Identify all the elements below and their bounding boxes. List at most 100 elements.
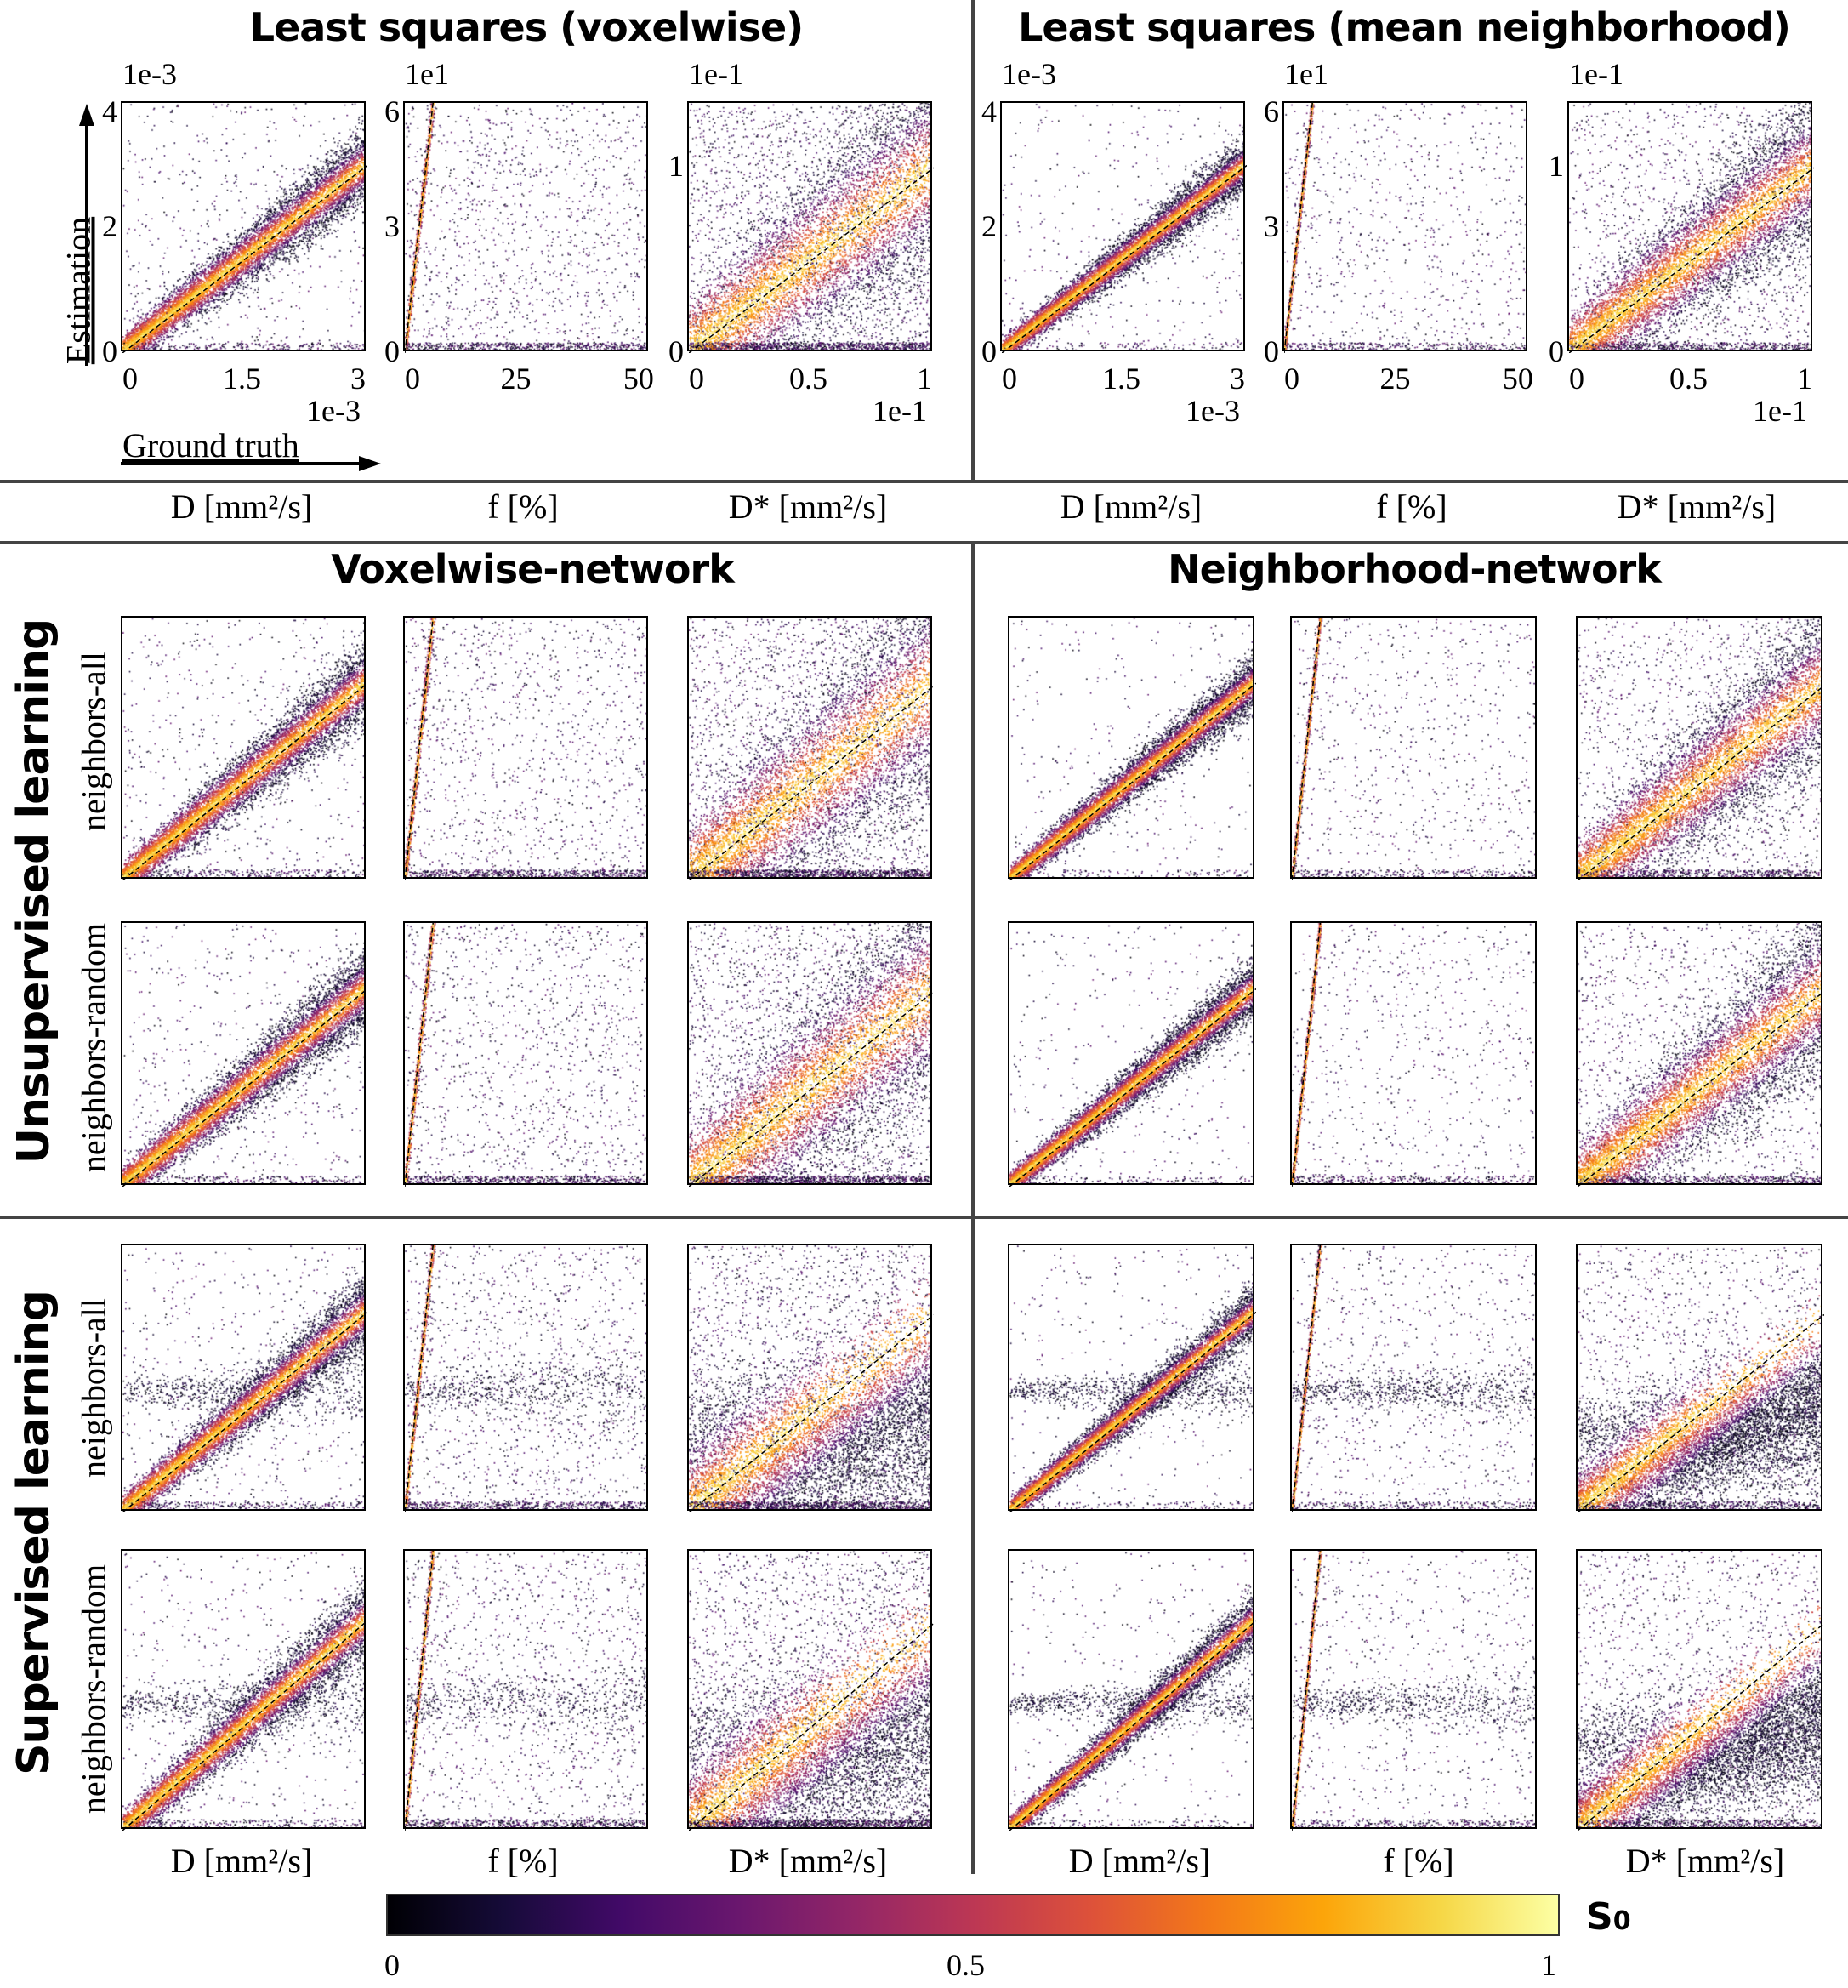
x-tick-label: 0 <box>1002 362 1017 396</box>
y-tick-label: 0 <box>102 334 117 368</box>
scatter-panel-neighborhood-network-unsup-random-D <box>1008 921 1256 1187</box>
divider-h3 <box>0 1216 1848 1219</box>
row-label-unsup-all: neighbors-all <box>74 651 113 832</box>
scatter-panel-ls-voxelwise-f <box>403 101 648 353</box>
identity-line <box>122 682 367 880</box>
scatter-points <box>405 103 646 350</box>
ground-truth-label: Ground truth <box>122 426 299 464</box>
scatter-panel-ls-neighborhood-D <box>1000 101 1247 353</box>
row-label-sup-all: neighbors-all <box>74 1297 113 1478</box>
x-tick-label: 1.5 <box>223 362 261 396</box>
y-scale-label: 1e-1 <box>1569 57 1623 91</box>
scatter-points <box>122 1245 364 1509</box>
col-label-d: D [mm²/s] <box>170 487 313 526</box>
estimation-arrow-icon <box>79 104 94 366</box>
col-label-dstar: D* [mm²/s] <box>728 1842 888 1880</box>
y-tick-label: 0 <box>981 334 997 368</box>
x-scale-label: 1e-1 <box>873 394 927 428</box>
scatter-panel-ls-voxelwise-D <box>121 101 367 353</box>
identity-line <box>1009 682 1256 880</box>
x-tick-label: 1 <box>1797 362 1812 396</box>
scatter-points <box>122 923 364 1183</box>
scatter-panel-voxelwise-network-unsup-random-f <box>403 921 648 1187</box>
col-label-d: D [mm²/s] <box>170 1842 313 1880</box>
scatter-points <box>1292 1245 1535 1509</box>
colorbar-tick-1: 1 <box>1541 1948 1556 1982</box>
colorbar-tick-0.5: 0.5 <box>947 1948 985 1982</box>
divider-h2 <box>0 541 1848 544</box>
y-tick-label: 0 <box>384 334 400 368</box>
scatter-panel-voxelwise-network-unsup-all-D* <box>687 616 934 880</box>
identity-line <box>1009 988 1256 1187</box>
identity-line <box>1578 990 1824 1187</box>
divider-vertical-main <box>971 543 975 1874</box>
col-label-f: f [%] <box>487 487 559 526</box>
identity-line <box>689 685 934 880</box>
x-scale-label: 1e-3 <box>306 394 361 428</box>
scatter-panel-neighborhood-network-sup-random-D <box>1008 1549 1256 1831</box>
col-label-dstar: D* [mm²/s] <box>1617 487 1777 526</box>
identity-line <box>405 1551 434 1831</box>
scatter-panel-ls-voxelwise-D* <box>687 101 934 353</box>
x-tick-label: 0 <box>1569 362 1584 396</box>
identity-line <box>122 164 367 353</box>
scatter-points <box>1009 923 1253 1183</box>
identity-line <box>122 1311 367 1512</box>
scatter-panel-neighborhood-network-sup-all-D <box>1008 1244 1256 1512</box>
identity-line <box>689 167 934 353</box>
row-label-sup-random: neighbors-random <box>74 1564 113 1814</box>
col-label-d: D [mm²/s] <box>1068 1842 1211 1880</box>
scatter-points <box>405 923 646 1183</box>
colorbar-label: S0 <box>1586 1895 1631 1939</box>
scatter-panel-neighborhood-network-unsup-random-D* <box>1576 921 1824 1187</box>
y-scale-label: 1e-3 <box>1002 57 1056 91</box>
identity-line <box>405 618 434 880</box>
scatter-points <box>1292 618 1535 877</box>
scatter-points <box>1578 1245 1821 1509</box>
group-label-unsupervised: Unsupervised learning <box>9 618 60 1165</box>
y-scale-label: 1e1 <box>405 57 449 91</box>
y-tick-label: 3 <box>384 209 400 243</box>
estimation-label: Estimation <box>59 216 98 365</box>
scatter-panel-voxelwise-network-sup-all-D* <box>687 1244 934 1512</box>
y-tick-label: 0 <box>668 334 684 368</box>
scatter-panel-neighborhood-network-sup-all-D* <box>1576 1244 1824 1512</box>
x-tick-label: 0 <box>122 362 138 396</box>
row-label-unsup-random: neighbors-random <box>74 922 113 1173</box>
x-tick-label: 0.5 <box>1669 362 1708 396</box>
divider-vertical-top <box>971 0 975 481</box>
y-tick-label: 4 <box>981 94 997 128</box>
col-label-dstar: D* [mm²/s] <box>1625 1842 1785 1880</box>
x-tick-label: 0 <box>689 362 704 396</box>
identity-line <box>689 990 934 1187</box>
divider-h1 <box>0 480 1848 483</box>
title-ls-voxelwise: Least squares (voxelwise) <box>249 4 804 50</box>
scatter-points <box>405 1551 646 1827</box>
x-tick-label: 1 <box>917 362 932 396</box>
identity-line <box>1569 167 1814 353</box>
identity-line <box>1292 618 1322 880</box>
col-label-f: f [%] <box>1376 487 1447 526</box>
scatter-points <box>122 1551 364 1827</box>
y-scale-label: 1e-3 <box>122 57 177 91</box>
scatter-points <box>405 618 646 877</box>
identity-line <box>1292 1551 1322 1831</box>
title-voxelwise-network: Voxelwise-network <box>331 546 735 592</box>
x-tick-label: 0 <box>405 362 420 396</box>
scatter-panel-voxelwise-network-sup-all-f <box>403 1244 648 1512</box>
y-scale-label: 1e-1 <box>689 57 743 91</box>
x-tick-label: 0.5 <box>789 362 827 396</box>
scatter-points <box>1284 103 1526 350</box>
y-tick-label: 2 <box>981 209 997 243</box>
scatter-points <box>1292 923 1535 1183</box>
scatter-points <box>1009 1551 1253 1827</box>
scatter-points <box>1578 1551 1821 1827</box>
scatter-points <box>689 618 930 877</box>
scatter-panel-neighborhood-network-unsup-all-D* <box>1576 616 1824 880</box>
x-tick-label: 50 <box>623 362 654 396</box>
identity-line <box>405 923 434 1187</box>
y-tick-label: 6 <box>1264 94 1279 128</box>
scatter-panel-neighborhood-network-unsup-all-f <box>1290 616 1537 880</box>
identity-line <box>122 1620 367 1831</box>
